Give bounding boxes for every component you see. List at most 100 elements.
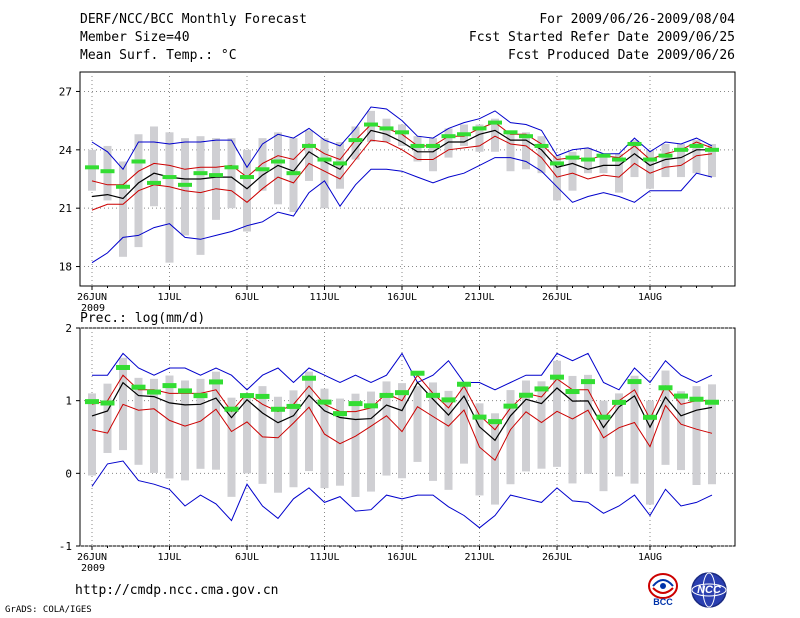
band-lower-line <box>91 135 713 211</box>
spread-box <box>615 153 623 193</box>
spread-box <box>615 393 623 477</box>
green-marker <box>534 143 549 148</box>
green-marker <box>271 406 285 412</box>
forecast-period: For 2009/06/26-2009/08/04 <box>539 12 735 27</box>
green-marker <box>550 374 564 380</box>
green-marker <box>255 393 270 399</box>
source-url[interactable]: http://cmdp.ncc.cma.gov.cn <box>75 583 279 598</box>
ncc-logo: NCC <box>687 570 731 610</box>
spread-box <box>413 386 422 462</box>
green-marker <box>410 370 425 376</box>
x-tick-label: 26JUN <box>77 552 107 563</box>
green-marker <box>302 143 316 148</box>
spread-box <box>584 374 592 474</box>
spread-box <box>661 370 670 465</box>
spread-box <box>258 138 267 191</box>
spread-box <box>537 136 546 174</box>
band-lower-line <box>91 403 713 461</box>
green-marker <box>426 392 440 398</box>
green-marker <box>224 406 239 412</box>
spread-box <box>305 130 313 181</box>
green-marker <box>379 392 394 398</box>
green-marker <box>178 388 192 394</box>
green-marker <box>457 132 471 137</box>
spread-box <box>630 375 639 484</box>
spread-box <box>522 132 530 170</box>
spread-box <box>351 126 360 160</box>
spread-box <box>692 140 701 174</box>
spread-box <box>708 143 716 178</box>
green-marker <box>596 414 611 420</box>
green-marker <box>333 411 347 417</box>
spread-box <box>150 378 158 473</box>
green-marker <box>116 184 130 189</box>
spread-box <box>599 153 608 174</box>
ensemble-mean-line <box>91 129 712 200</box>
x-tick-label: 26JUL <box>542 292 572 303</box>
spread-box <box>227 397 236 497</box>
green-marker <box>395 390 409 396</box>
green-marker <box>364 403 378 409</box>
green-marker <box>426 143 440 148</box>
spread-box <box>165 375 174 479</box>
spread-box <box>460 386 468 464</box>
x-tick-label: 16JUL <box>387 552 417 563</box>
green-marker <box>348 138 363 143</box>
green-marker <box>224 165 239 170</box>
variable-label-precip: Prec.: log(mm/d) <box>80 311 205 326</box>
x-tick-label: 16JUL <box>387 292 417 303</box>
green-marker <box>472 414 487 420</box>
green-marker <box>658 385 673 391</box>
green-marker <box>705 147 719 152</box>
spread-box <box>429 138 437 172</box>
green-marker <box>689 143 704 148</box>
green-marker <box>193 393 208 399</box>
green-marker <box>643 157 657 162</box>
green-marker <box>85 399 99 405</box>
x-tick-label: 1AUG <box>638 292 662 303</box>
green-marker <box>643 414 657 420</box>
green-marker <box>503 130 518 135</box>
x-tick-label: 21JUL <box>464 552 494 563</box>
green-marker <box>286 171 301 176</box>
green-marker <box>116 364 130 370</box>
green-marker <box>581 379 595 385</box>
green-marker <box>209 379 223 385</box>
y-tick-label: 0 <box>65 467 72 480</box>
spread-box <box>444 128 453 158</box>
green-marker <box>612 157 626 162</box>
green-marker <box>581 157 595 162</box>
green-marker <box>317 157 332 162</box>
spread-box <box>677 391 685 471</box>
green-marker <box>472 126 487 131</box>
green-marker <box>302 375 316 381</box>
spread-box <box>212 138 220 220</box>
green-marker <box>488 419 502 425</box>
spread-box <box>119 161 127 257</box>
series-min-line <box>91 460 713 529</box>
spread-box <box>274 396 282 493</box>
green-marker <box>612 399 626 405</box>
green-marker <box>674 393 688 399</box>
green-marker <box>333 161 347 166</box>
green-marker <box>100 400 115 406</box>
spread-box <box>522 380 530 472</box>
spread-box <box>212 371 220 470</box>
green-marker <box>317 399 332 405</box>
green-marker <box>689 396 704 402</box>
spread-box <box>506 132 515 172</box>
spread-box <box>708 384 716 485</box>
plot-frame <box>79 71 736 287</box>
spread-box <box>351 393 360 497</box>
x-tick-label: 21JUL <box>464 292 494 303</box>
green-marker <box>240 175 254 180</box>
x-tick-label: 26JUL <box>542 552 572 563</box>
spread-box <box>320 138 329 209</box>
green-marker <box>147 180 161 185</box>
green-marker <box>395 130 409 135</box>
spread-box <box>274 132 282 205</box>
spread-box <box>134 377 143 465</box>
spread-box <box>661 143 670 178</box>
green-marker <box>565 389 580 395</box>
panel-temperature <box>76 71 736 290</box>
